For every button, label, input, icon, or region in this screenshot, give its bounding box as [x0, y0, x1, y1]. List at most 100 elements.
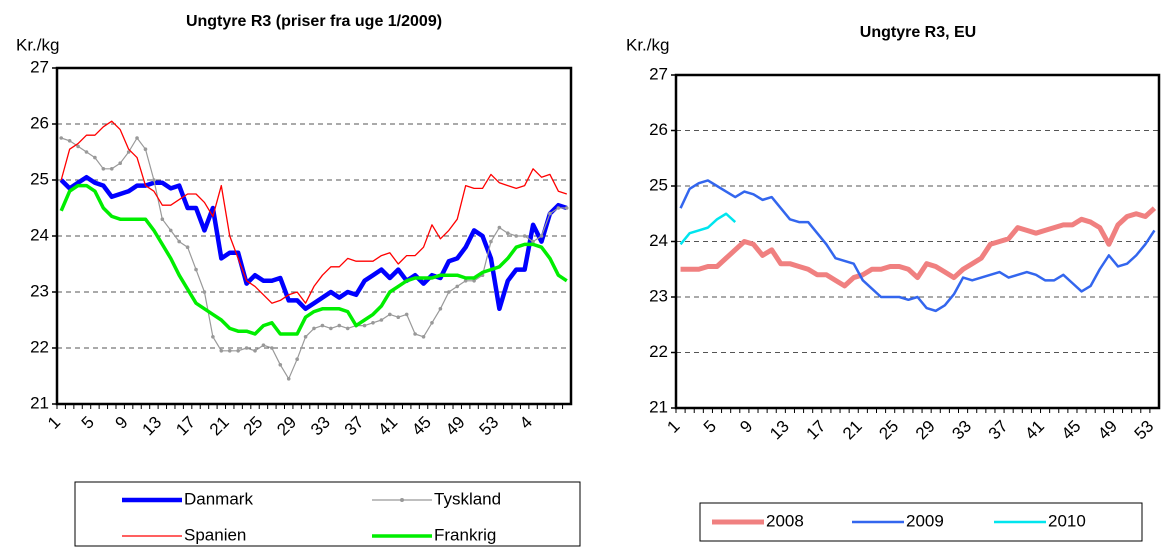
x-tick-label: 33	[307, 413, 334, 440]
point-marker	[329, 326, 333, 331]
x-tick-label: 9	[111, 413, 131, 433]
point-marker	[278, 363, 283, 367]
point-marker	[404, 312, 409, 317]
y-tick-label: 23	[649, 286, 668, 305]
y-tick-label: 27	[649, 64, 668, 83]
x-tick-label: 25	[875, 417, 902, 444]
point-marker	[497, 225, 502, 230]
x-tick-label: 49	[1094, 417, 1121, 444]
y-tick-label: 25	[649, 175, 668, 194]
point-marker	[219, 349, 224, 353]
point-marker	[143, 147, 148, 151]
point-marker	[93, 155, 97, 160]
point-marker	[118, 161, 122, 165]
series-line	[680, 206, 1157, 289]
y-tick-label: 27	[30, 57, 49, 76]
series-line	[679, 212, 737, 246]
point-marker	[556, 206, 561, 210]
x-tick-label: 21	[839, 417, 866, 444]
point-marker	[202, 290, 207, 294]
point-marker	[160, 217, 165, 221]
point-marker	[548, 211, 552, 216]
x-tick-label: 37	[341, 413, 368, 440]
point-marker	[295, 357, 299, 362]
y-tick-label: 24	[649, 231, 668, 250]
y-tick-label: 22	[30, 337, 49, 356]
point-marker	[379, 318, 384, 322]
legend-marker	[400, 498, 404, 502]
x-tick-label: 45	[408, 413, 435, 440]
point-marker	[211, 335, 215, 339]
y-axis-label: Kr./kg	[626, 35, 669, 54]
x-tick-label: 41	[374, 413, 401, 440]
point-marker	[413, 332, 417, 336]
point-marker	[421, 335, 426, 339]
x-tick-label: 9	[736, 417, 756, 437]
point-marker	[531, 239, 535, 244]
point-marker	[109, 167, 114, 171]
x-tick-label: 1	[44, 413, 64, 433]
point-marker	[430, 321, 434, 325]
legend-box	[699, 502, 1143, 542]
plot-frame	[674, 73, 1161, 410]
point-marker	[506, 231, 510, 235]
point-marker	[388, 312, 392, 317]
point-marker	[177, 239, 181, 244]
x-tick-label: 25	[240, 413, 267, 440]
point-marker	[337, 323, 342, 328]
point-marker	[270, 346, 274, 350]
y-tick-label: 26	[649, 120, 668, 139]
legend-label: Tyskland	[434, 489, 501, 508]
point-marker	[261, 343, 266, 348]
x-tick-label: 53	[476, 413, 503, 440]
x-tick-label: 5	[700, 417, 720, 437]
x-tick-label: 29	[912, 417, 939, 444]
point-marker	[472, 279, 476, 283]
point-marker	[152, 178, 156, 182]
point-marker	[168, 228, 173, 233]
y-tick-label: 22	[649, 342, 668, 361]
x-tick-label: 21	[206, 413, 233, 440]
y-tick-label: 25	[30, 169, 49, 188]
x-tick-label: 49	[442, 413, 469, 440]
point-marker	[447, 290, 451, 294]
point-marker	[320, 323, 325, 328]
point-marker	[185, 245, 190, 249]
series-line	[679, 179, 1156, 313]
point-marker	[489, 239, 493, 244]
point-marker	[455, 284, 460, 289]
point-marker	[463, 279, 468, 283]
y-tick-label: 21	[30, 393, 49, 412]
x-tick-label: 41	[1021, 417, 1048, 444]
x-tick-label: 5	[78, 413, 98, 433]
legend-label: Danmark	[184, 489, 253, 508]
y-axis-label: Kr./kg	[16, 35, 59, 54]
plot-frame	[55, 66, 573, 406]
legend-label: 2009	[906, 511, 944, 530]
x-tick-label: 37	[985, 417, 1012, 444]
point-marker	[362, 323, 367, 328]
x-tick-label: 13	[139, 413, 166, 440]
point-marker	[438, 307, 443, 311]
legend-label: Spanien	[184, 525, 246, 544]
series-line	[59, 183, 568, 336]
y-tick-label: 26	[30, 113, 49, 132]
x-tick-label: 17	[803, 417, 830, 444]
point-marker	[101, 167, 106, 171]
point-marker	[76, 144, 80, 149]
point-marker	[227, 349, 232, 353]
point-marker	[59, 136, 64, 140]
point-marker	[564, 206, 569, 210]
point-marker	[522, 234, 527, 238]
point-marker	[126, 150, 131, 154]
point-marker	[84, 150, 89, 154]
point-marker	[396, 315, 401, 320]
y-tick-label: 24	[30, 225, 49, 244]
point-marker	[253, 349, 257, 353]
point-marker	[67, 139, 72, 143]
point-marker	[236, 349, 240, 353]
y-tick-label: 21	[649, 397, 668, 416]
chart-title: Ungtyre R3, EU	[860, 24, 976, 41]
point-marker	[303, 335, 308, 339]
